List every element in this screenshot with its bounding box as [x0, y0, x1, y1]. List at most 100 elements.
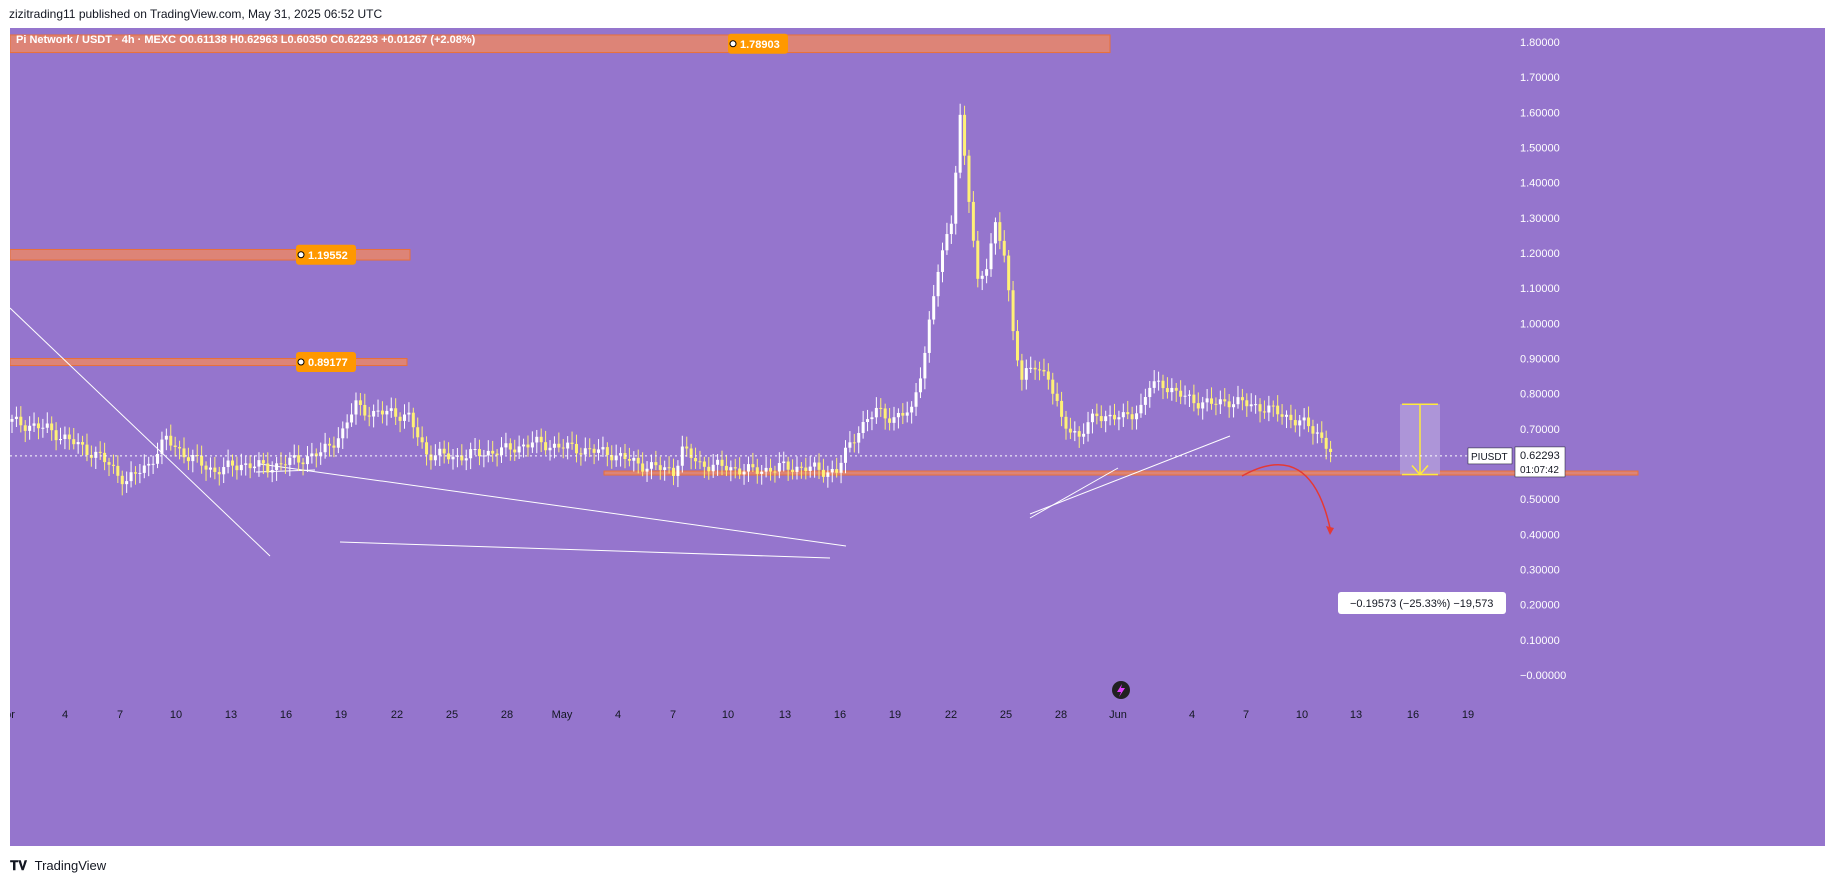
candle-body[interactable]	[654, 462, 658, 466]
candle-body[interactable]	[1249, 404, 1253, 407]
candle-body[interactable]	[526, 444, 530, 448]
candle-body[interactable]	[513, 449, 517, 453]
candle-body[interactable]	[363, 404, 367, 416]
support-resistance-zone[interactable]	[603, 470, 1639, 476]
candle-body[interactable]	[963, 114, 967, 156]
candle-body[interactable]	[1293, 420, 1297, 426]
candle-body[interactable]	[36, 423, 40, 429]
candle-body[interactable]	[1121, 412, 1125, 418]
candle-body[interactable]	[588, 448, 592, 450]
candle-body[interactable]	[376, 410, 380, 412]
candle-body[interactable]	[892, 417, 896, 423]
candle-body[interactable]	[544, 442, 548, 451]
candle-body[interactable]	[517, 446, 521, 453]
candle-body[interactable]	[817, 462, 821, 470]
candle-body[interactable]	[1086, 422, 1090, 434]
candle-body[interactable]	[1232, 404, 1236, 408]
candle-body[interactable]	[45, 423, 49, 428]
candle-body[interactable]	[720, 459, 724, 466]
candle-body[interactable]	[328, 443, 332, 446]
candle-body[interactable]	[1276, 405, 1280, 415]
candle-body[interactable]	[733, 467, 737, 469]
candle-body[interactable]	[402, 414, 406, 421]
candle-body[interactable]	[332, 445, 336, 448]
candle-body[interactable]	[954, 172, 958, 224]
candle-body[interactable]	[438, 448, 442, 456]
candle-body[interactable]	[1090, 413, 1094, 423]
candle-body[interactable]	[341, 428, 345, 439]
candle-body[interactable]	[173, 445, 177, 447]
candle-body[interactable]	[1214, 403, 1218, 405]
candle-body[interactable]	[59, 438, 63, 441]
candle-body[interactable]	[561, 447, 565, 449]
candle-body[interactable]	[279, 463, 283, 465]
candle-body[interactable]	[901, 412, 905, 416]
candle-body[interactable]	[566, 442, 570, 449]
candle-body[interactable]	[896, 412, 900, 418]
candle-body[interactable]	[1289, 414, 1293, 421]
candle-body[interactable]	[1183, 395, 1187, 397]
candle-body[interactable]	[667, 467, 671, 469]
candle-body[interactable]	[319, 452, 323, 457]
candle-body[interactable]	[283, 464, 287, 466]
candle-body[interactable]	[164, 435, 168, 440]
support-resistance-zone[interactable]	[10, 358, 408, 367]
candle-body[interactable]	[1165, 388, 1169, 393]
candle-body[interactable]	[482, 455, 486, 457]
candle-body[interactable]	[1324, 437, 1328, 449]
candle-body[interactable]	[552, 443, 556, 448]
candle-body[interactable]	[107, 462, 111, 465]
candle-body[interactable]	[367, 415, 371, 417]
candle-body[interactable]	[932, 296, 936, 320]
candle-body[interactable]	[508, 443, 512, 450]
candle-body[interactable]	[1113, 414, 1116, 420]
candle-body[interactable]	[1161, 380, 1165, 389]
candle-body[interactable]	[1271, 405, 1275, 407]
candle-body[interactable]	[945, 234, 949, 251]
candle-body[interactable]	[1262, 411, 1266, 413]
candle-body[interactable]	[178, 446, 182, 449]
candle-body[interactable]	[103, 452, 107, 463]
candle-body[interactable]	[385, 410, 389, 415]
candle-body[interactable]	[1051, 379, 1055, 394]
candle-body[interactable]	[1060, 400, 1064, 417]
candle-body[interactable]	[619, 453, 623, 456]
candle-body[interactable]	[835, 469, 839, 473]
candle-body[interactable]	[305, 456, 309, 465]
candle-body[interactable]	[133, 472, 137, 474]
candle-body[interactable]	[63, 434, 67, 439]
candle-body[interactable]	[1117, 417, 1121, 420]
candle-body[interactable]	[755, 467, 759, 474]
candle-body[interactable]	[1218, 399, 1222, 405]
candle-body[interactable]	[310, 453, 314, 457]
candle-body[interactable]	[81, 442, 85, 445]
candle-body[interactable]	[186, 457, 190, 462]
candle-body[interactable]	[993, 222, 997, 244]
candle-body[interactable]	[297, 455, 301, 463]
support-resistance-zone[interactable]	[10, 34, 1111, 54]
candle-body[interactable]	[636, 457, 640, 464]
candle-body[interactable]	[1024, 368, 1028, 380]
candle-body[interactable]	[1315, 432, 1319, 434]
candle-body[interactable]	[769, 467, 773, 472]
candle-body[interactable]	[204, 465, 208, 470]
candle-body[interactable]	[420, 437, 424, 443]
candle-body[interactable]	[1307, 417, 1311, 427]
candle-body[interactable]	[500, 447, 504, 456]
candle-body[interactable]	[773, 471, 777, 473]
candle-body[interactable]	[98, 451, 102, 453]
candle-body[interactable]	[195, 455, 199, 457]
candle-body[interactable]	[1152, 381, 1156, 388]
candle-body[interactable]	[358, 400, 362, 405]
candle-body[interactable]	[918, 378, 922, 393]
candle-body[interactable]	[852, 442, 856, 444]
candle-body[interactable]	[574, 443, 578, 454]
candle-body[interactable]	[1068, 428, 1072, 433]
candle-body[interactable]	[138, 472, 142, 474]
candle-body[interactable]	[1157, 380, 1161, 382]
forecast-arc[interactable]	[1241, 463, 1331, 529]
candle-body[interactable]	[949, 223, 953, 235]
candle-body[interactable]	[1104, 416, 1108, 422]
candle-body[interactable]	[821, 469, 825, 477]
candle-body[interactable]	[839, 462, 843, 473]
